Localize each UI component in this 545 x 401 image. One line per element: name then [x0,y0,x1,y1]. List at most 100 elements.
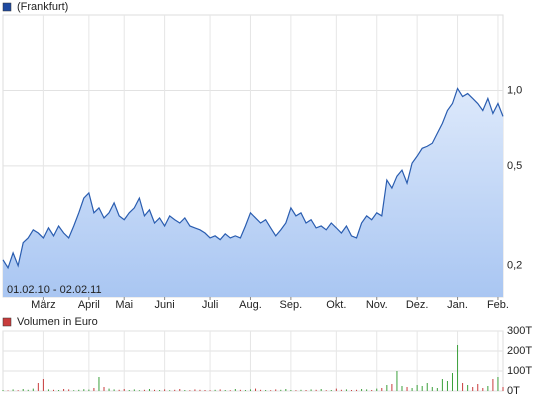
bar [214,389,216,391]
bar [270,390,272,391]
bar [457,345,459,391]
bar [17,390,19,391]
bar [37,383,39,391]
bar [391,384,393,391]
bar [260,389,262,391]
bar [472,387,474,391]
bar [194,389,196,391]
bar [148,389,150,391]
bar [22,389,24,391]
bar [118,389,120,391]
bar [426,383,428,391]
bar [295,390,297,391]
bar [361,389,363,391]
bar [320,389,322,391]
bar [285,389,287,391]
bar [108,388,110,391]
bar [159,390,161,391]
bar [280,389,282,391]
legend-label: Volumen in Euro [17,316,98,328]
bar [184,390,186,391]
bar [224,390,226,391]
bar [462,383,464,391]
bar [381,388,383,391]
x-tick-label: Juli [202,299,219,311]
bar [128,390,130,391]
x-tick-label: Juni [155,299,175,311]
bar [199,389,201,391]
bar [53,389,55,391]
x-tick-label: Nov. [366,299,388,311]
bar [98,377,100,391]
bar [255,388,257,391]
bar [482,388,484,391]
x-tick-label: Jan. [447,299,468,311]
x-tick-label: Dez. [406,299,429,311]
bar [12,389,14,391]
bar [103,387,105,391]
bar [366,389,368,391]
bar [83,389,85,391]
bar [123,389,125,391]
x-tick-label: Okt. [326,299,346,311]
y-tick-label: 1,0 [507,84,522,96]
bar [340,389,342,391]
bar [376,388,378,391]
bar [305,390,307,391]
line [2,87,504,270]
bar [401,386,403,391]
annotation: 01.02.10 - 02.02.11 [7,284,102,296]
bar [345,389,347,391]
bar [492,379,494,391]
bar [27,389,29,391]
bar [63,389,65,391]
y-tick-label: 0T [507,385,520,397]
x-tick-label: März [31,299,55,311]
bar [431,387,433,391]
bar [93,388,95,391]
bar [411,388,413,391]
bar [396,371,398,391]
bar [234,389,236,391]
bar [7,390,9,391]
bar [330,390,332,391]
bar [290,390,292,391]
bar [164,389,166,391]
bar [138,390,140,391]
x-tick-label: Mai [115,299,133,311]
bar [88,389,90,391]
bar [300,389,302,391]
y-tick-label: 300T [507,325,532,337]
bar [325,390,327,391]
y-tick-label: 100T [507,365,532,377]
bar [2,390,4,391]
bar [169,390,171,391]
bar [133,389,135,391]
y-tick-label: 0,2 [507,260,522,272]
x-tick-label: Feb. [487,299,509,311]
bar [416,385,418,391]
bar [406,387,408,391]
bar [249,389,251,391]
bar [204,390,206,391]
bar [179,389,181,391]
bar [497,377,499,391]
bar [219,389,221,391]
bar [451,373,453,391]
bar [421,386,423,391]
bar [310,389,312,391]
y-tick-label: 200T [507,345,532,357]
x-tick-label: April [78,299,100,311]
bar [58,390,60,391]
bar [265,390,267,391]
x-tick-label: Aug. [239,299,262,311]
bar [371,390,373,391]
bar [42,379,44,391]
bar [467,385,469,391]
bar [73,390,75,391]
legend-swatch [2,317,12,327]
bar [143,389,145,391]
bar [229,390,231,391]
